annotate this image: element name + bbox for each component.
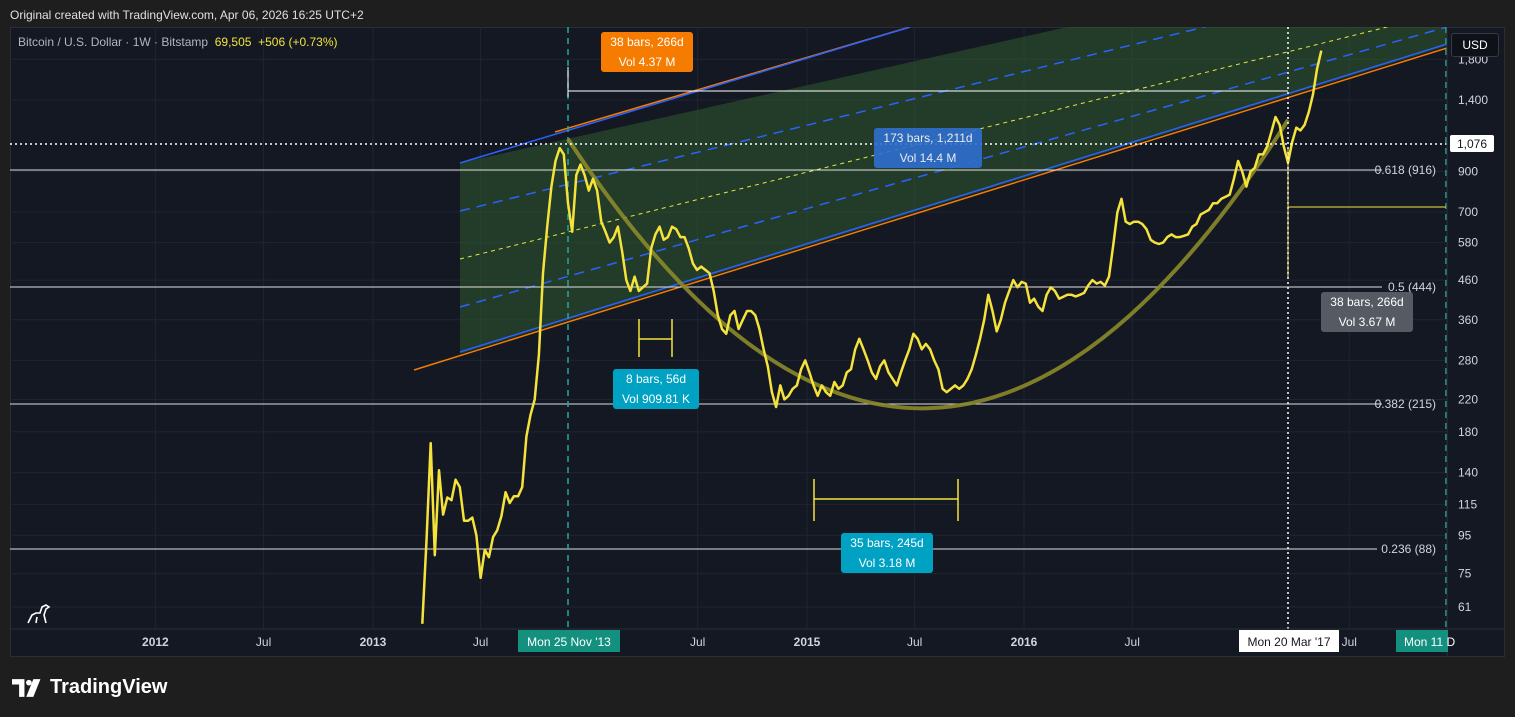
channel-top-blue bbox=[459, 27, 911, 164]
last-price: 69,505 bbox=[214, 35, 252, 49]
y-tick-label: 180 bbox=[1458, 425, 1478, 439]
fib-level-label: 0.618 (916) bbox=[1375, 163, 1436, 177]
y-tick-label: 580 bbox=[1458, 236, 1478, 250]
measure-tag-5-line1: 38 bars, 266d bbox=[1330, 295, 1404, 309]
y-tick-label: 220 bbox=[1458, 392, 1478, 406]
marker-nov13-label: Mon 25 Nov '13 bbox=[527, 635, 611, 649]
y-tick-label: 140 bbox=[1458, 466, 1478, 480]
cup-curve bbox=[566, 118, 1290, 411]
x-tick-label: Jul bbox=[473, 635, 488, 649]
x-tick-label: Jul bbox=[1125, 635, 1140, 649]
brand-name: TradingView bbox=[50, 676, 168, 698]
measure-tag-4-line2: Vol 3.18 M bbox=[858, 556, 916, 570]
measure-tag-5: 38 bars, 266d Vol 3.67 M bbox=[1321, 292, 1413, 332]
y-tick-label: 280 bbox=[1458, 353, 1478, 367]
channel-bottom-orange bbox=[413, 47, 1447, 371]
x-tick-label: Jul bbox=[690, 635, 705, 649]
price-change: +506 (+0.73%) bbox=[258, 35, 338, 49]
y-tick-label: 460 bbox=[1458, 273, 1478, 287]
measure-tag-1-line2: Vol 4.37 M bbox=[618, 55, 676, 69]
x-tick-label: 2012 bbox=[142, 635, 169, 649]
currency-button[interactable]: USD bbox=[1451, 33, 1499, 57]
channel-bottom-blue bbox=[459, 43, 1447, 353]
marker-dec17-label: Mon 11 D bbox=[1404, 635, 1455, 649]
measure-tag-3-line2: Vol 909.81 K bbox=[621, 392, 691, 406]
marker-dec17-box bbox=[1396, 630, 1448, 652]
marker-mar17-box bbox=[1239, 630, 1339, 652]
x-tick-label: Jul bbox=[256, 635, 271, 649]
marker-nov13-box bbox=[518, 630, 620, 652]
created-text: Original created with TradingView.com, A… bbox=[10, 8, 364, 22]
x-tick-label: Jul bbox=[907, 635, 922, 649]
measure-tag-4: 35 bars, 245d Vol 3.18 M bbox=[841, 533, 933, 573]
x-tick-label: Jul bbox=[1342, 635, 1357, 649]
y-tick-label: 700 bbox=[1458, 205, 1478, 219]
measure-tag-5-line2: Vol 3.67 M bbox=[1338, 315, 1396, 329]
x-tick-label: 2013 bbox=[360, 635, 387, 649]
price-line bbox=[421, 50, 1323, 624]
measure-tag-4-line1: 35 bars, 245d bbox=[850, 536, 924, 550]
channel-fill bbox=[460, 27, 1447, 354]
price-chart[interactable]: 0.618 (916) 0.5 (444) 0.382 (215) 0.236 (88… bbox=[10, 27, 1505, 657]
fib-level-label: 0.382 (215) bbox=[1375, 397, 1436, 411]
symbol-legend: Bitcoin / U.S. Dollar · 1W · Bitstamp 69… bbox=[18, 35, 337, 49]
measure-tag-1-line1: 38 bars, 266d bbox=[610, 35, 684, 49]
dino-icon bbox=[27, 604, 51, 624]
current-price-label: 1,076 bbox=[1457, 137, 1487, 151]
y-tick-label: 900 bbox=[1458, 165, 1478, 179]
measure-tag-3: 8 bars, 56d Vol 909.81 K bbox=[613, 369, 699, 409]
y-tick-label: 95 bbox=[1458, 528, 1472, 542]
measure-tag-1: 38 bars, 266d Vol 4.37 M bbox=[601, 32, 693, 72]
fib-level-label: 0.236 (88) bbox=[1381, 542, 1436, 556]
measure-tag-3-line1: 8 bars, 56d bbox=[625, 372, 687, 386]
x-tick-label: 2015 bbox=[794, 635, 821, 649]
measure-tag-2: 173 bars, 1,211d Vol 14.4 M bbox=[874, 128, 982, 168]
y-tick-label: 1,400 bbox=[1458, 93, 1488, 107]
tradingview-brand: TradingView bbox=[12, 676, 167, 699]
current-price-box bbox=[1450, 135, 1494, 152]
measure-tag-2-line2: Vol 14.4 M bbox=[899, 151, 957, 165]
fib-level-label: 0.5 (444) bbox=[1388, 280, 1436, 294]
x-tick-label: 2016 bbox=[1011, 635, 1038, 649]
marker-mar17-label: Mon 20 Mar '17 bbox=[1248, 635, 1331, 649]
y-tick-label: 115 bbox=[1458, 497, 1477, 511]
tradingview-logo-icon bbox=[12, 678, 41, 697]
y-tick-label: 75 bbox=[1458, 567, 1472, 581]
y-tick-label: 61 bbox=[1458, 600, 1472, 614]
symbol-name: Bitcoin / U.S. Dollar · 1W · Bitstamp bbox=[18, 35, 209, 49]
y-tick-label: 360 bbox=[1458, 313, 1478, 327]
measure-tag-2-line1: 173 bars, 1,211d bbox=[883, 131, 973, 145]
